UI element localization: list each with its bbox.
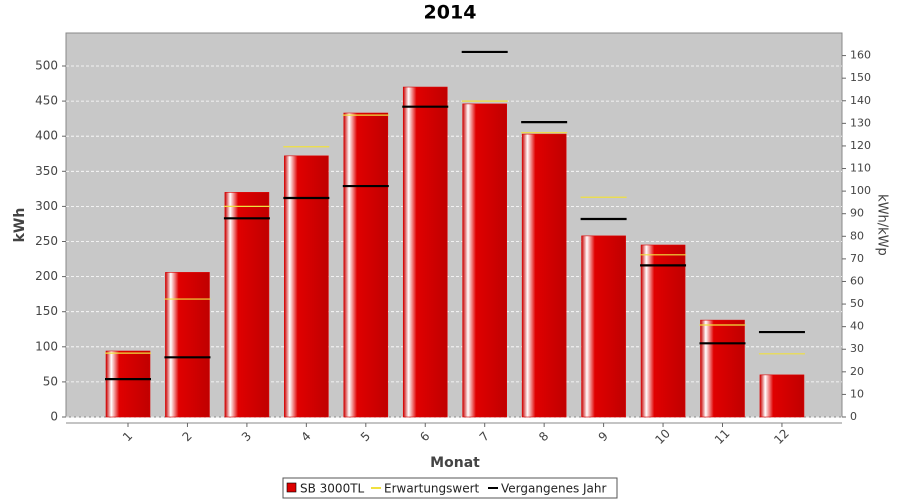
y-tick-label: 250 xyxy=(35,234,58,248)
y2-tick-label: 90 xyxy=(850,207,864,220)
y2-tick-label: 30 xyxy=(850,342,864,355)
legend-label: Vergangenes Jahr xyxy=(501,482,607,496)
y-tick-label: 350 xyxy=(35,164,58,178)
x-tick-label: 4 xyxy=(298,429,313,444)
y2-tick-label: 20 xyxy=(850,365,864,378)
x-tick-label: 3 xyxy=(239,429,254,444)
x-tick-label: 5 xyxy=(358,429,373,444)
y2-tick-label: 0 xyxy=(850,410,857,423)
legend-swatch xyxy=(286,482,297,493)
y2-tick-label: 10 xyxy=(850,387,864,400)
bar xyxy=(105,350,151,418)
y-tick-label: 0 xyxy=(50,410,58,424)
x-tick-label: 2 xyxy=(179,429,194,444)
bar xyxy=(402,86,448,418)
bar xyxy=(581,235,626,418)
bar xyxy=(640,244,686,418)
x-tick-label: 12 xyxy=(771,426,792,447)
legend-items: SB 3000TL Erwartungswert Vergangenes Jahr xyxy=(286,482,607,496)
legend xyxy=(282,477,618,499)
y-tick-label: 100 xyxy=(35,339,58,353)
y2-tick-label: 50 xyxy=(850,297,864,310)
y-tick-label: 500 xyxy=(35,58,58,72)
y-tick-label: 50 xyxy=(43,374,58,388)
y-tick-label: 200 xyxy=(35,269,58,283)
y2-tick-label: 60 xyxy=(850,274,864,287)
y-tick-label: 400 xyxy=(35,129,58,143)
x-tick-label: 1 xyxy=(120,429,135,444)
bar xyxy=(759,374,805,418)
y2-tick-label: 40 xyxy=(850,320,864,333)
legend-label: Erwartungswert xyxy=(384,482,480,496)
bar xyxy=(284,155,329,418)
bar xyxy=(165,272,210,418)
y-axis-label: kWh xyxy=(12,208,28,243)
y2-tick-label: 140 xyxy=(850,94,871,107)
y2-tick-label: 80 xyxy=(850,229,864,242)
y2-tick-label: 120 xyxy=(850,139,871,152)
legend-label: SB 3000TL xyxy=(300,482,365,496)
x-axis-label: Monat xyxy=(430,455,480,471)
chart-title: 2014 xyxy=(424,2,477,24)
y2-tick-label: 160 xyxy=(850,49,871,62)
y-tick-label: 300 xyxy=(35,199,58,213)
bar xyxy=(521,133,567,418)
y2-tick-label: 100 xyxy=(850,184,871,197)
y-tick-label: 150 xyxy=(35,304,58,318)
bar xyxy=(700,319,745,418)
y2-tick-label: 150 xyxy=(850,71,871,84)
bar xyxy=(224,192,270,418)
y2-tick-label: 70 xyxy=(850,252,864,265)
y2-tick-label: 130 xyxy=(850,116,871,129)
bar xyxy=(343,112,389,418)
x-tick-label: 6 xyxy=(417,429,432,444)
x-tick-label: 8 xyxy=(536,429,551,444)
y2-tick-label: 110 xyxy=(850,162,871,175)
x-tick-label: 10 xyxy=(652,426,673,447)
y2-axis-label: kWh/kWp xyxy=(875,194,890,256)
bar xyxy=(462,103,508,418)
x-tick-label: 11 xyxy=(712,426,733,447)
y-tick-label: 450 xyxy=(35,94,58,108)
x-tick-label: 9 xyxy=(596,429,611,444)
x-tick-label: 7 xyxy=(477,429,492,444)
